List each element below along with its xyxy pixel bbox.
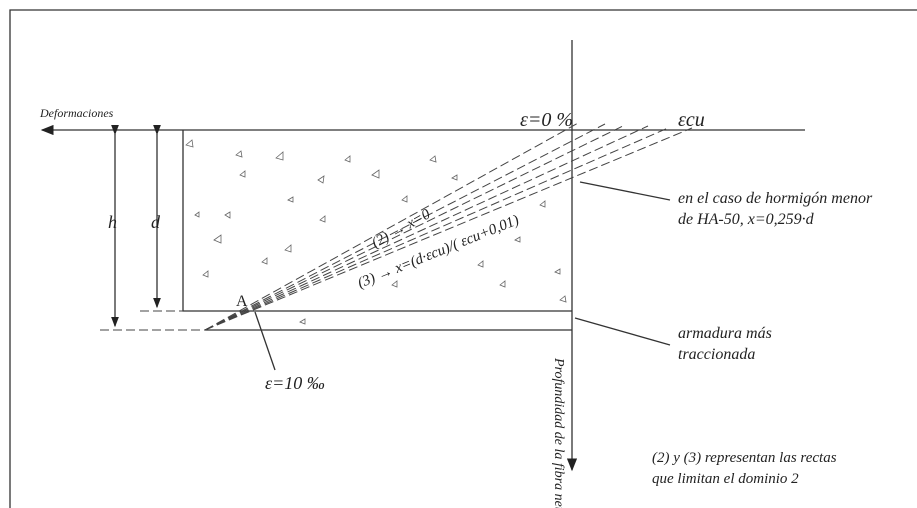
frame [9, 9, 917, 508]
note: que limitan el dominio 2 [652, 471, 799, 487]
leader [574, 317, 671, 346]
strain-label: ε=10 ‰ [265, 373, 325, 393]
axis-label: Profundidad de la fibra neutra [551, 357, 566, 508]
dimension-label: d [151, 212, 161, 232]
annotation: de HA-50, x=0,259·d [678, 211, 815, 228]
annotation: armadura más [678, 325, 772, 342]
axis-label: Deformaciones [39, 106, 114, 120]
strain-label: εcu [678, 109, 705, 131]
note: (2) y (3) representan las rectas [652, 450, 837, 466]
leader [579, 181, 671, 201]
annotation: en el caso de hormigón menor [678, 190, 873, 207]
strain-label: ε=0 % [520, 109, 573, 131]
leader [254, 311, 276, 371]
dimension-label: h [108, 212, 117, 232]
strain-lines [204, 121, 693, 331]
aggregate [185, 139, 567, 325]
annotation: traccionada [678, 346, 755, 363]
point-label: A [236, 293, 248, 310]
line-label: (3) → x=(d·εcu)/( εcu+0,01) [356, 212, 522, 291]
